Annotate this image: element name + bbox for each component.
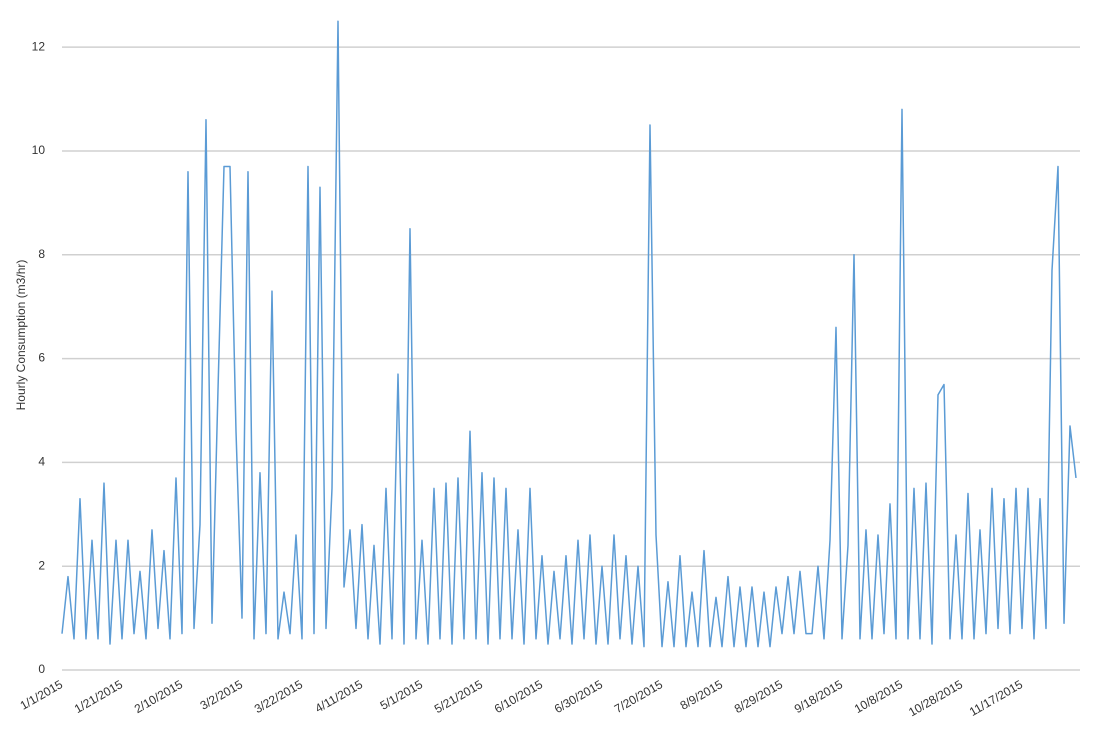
y-tick-label: 4 bbox=[38, 455, 45, 469]
x-tick-label: 6/10/2015 bbox=[492, 677, 546, 716]
x-tick-label: 10/28/2015 bbox=[906, 677, 965, 719]
y-tick-label: 6 bbox=[38, 351, 45, 365]
x-tick-label: 3/22/2015 bbox=[252, 677, 306, 716]
x-tick-label: 8/29/2015 bbox=[732, 677, 786, 716]
x-tick-label: 1/21/2015 bbox=[72, 677, 126, 716]
y-tick-label: 10 bbox=[32, 143, 46, 157]
x-tick-label: 5/1/2015 bbox=[378, 677, 426, 713]
x-tick-label: 11/17/2015 bbox=[967, 677, 1026, 719]
series-line bbox=[61, 20, 1077, 648]
x-tick-label: 10/8/2015 bbox=[852, 677, 906, 716]
x-tick-label: 1/1/2015 bbox=[18, 677, 66, 713]
y-tick-label: 0 bbox=[38, 662, 45, 676]
x-tick-label: 5/21/2015 bbox=[432, 677, 486, 716]
x-tick-label: 7/20/2015 bbox=[612, 677, 666, 716]
y-tick-label: 12 bbox=[32, 39, 46, 53]
x-tick-label: 2/10/2015 bbox=[132, 677, 186, 716]
x-tick-label: 9/18/2015 bbox=[792, 677, 846, 716]
y-tick-label: 2 bbox=[38, 558, 45, 572]
x-tick-label: 4/11/2015 bbox=[313, 677, 366, 716]
x-tick-label: 3/2/2015 bbox=[198, 677, 246, 713]
x-tick-label: 6/30/2015 bbox=[552, 677, 606, 716]
x-tick-label: 8/9/2015 bbox=[678, 677, 726, 713]
y-tick-label: 8 bbox=[38, 247, 45, 261]
y-axis-label: Hourly Consumption (m3/hr) bbox=[14, 260, 28, 411]
